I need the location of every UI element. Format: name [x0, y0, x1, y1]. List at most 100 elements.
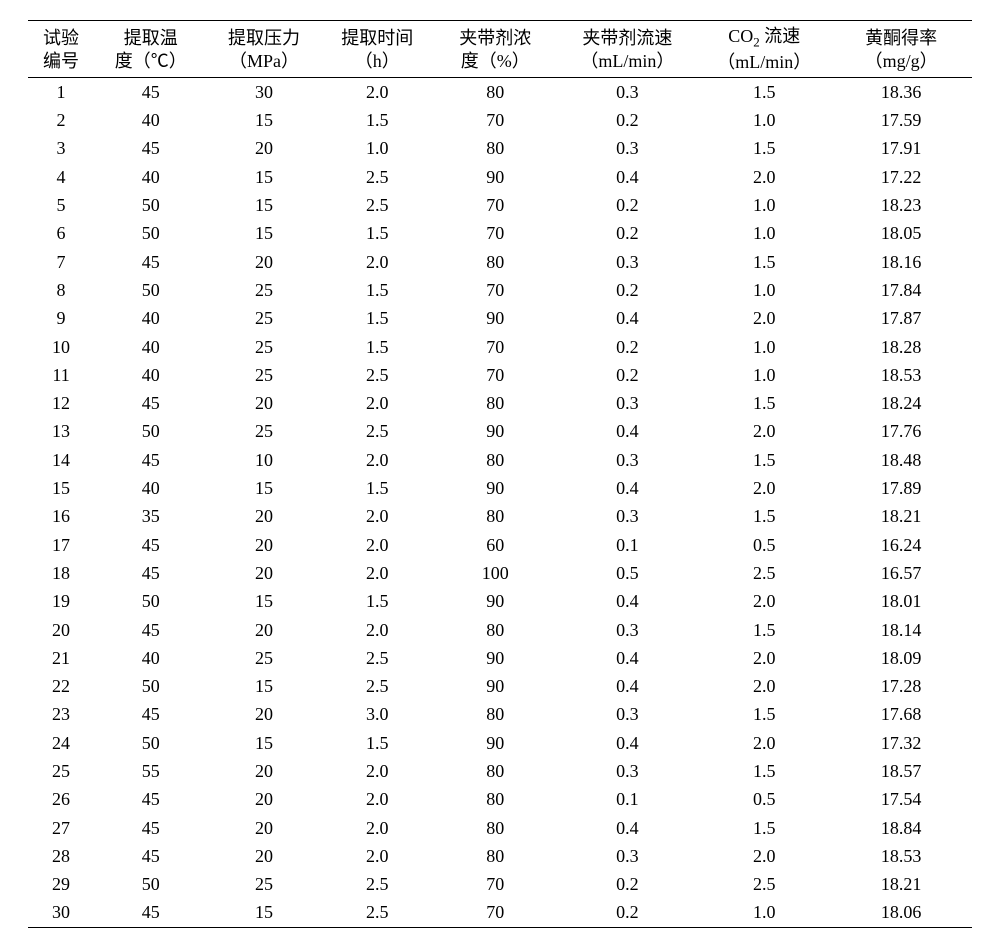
cell: 40 — [94, 474, 207, 502]
cell: 2.5 — [321, 870, 434, 898]
cell: 17.91 — [830, 134, 972, 162]
cell: 2.0 — [321, 785, 434, 813]
cell: 0.3 — [557, 248, 699, 276]
cell: 1.0 — [698, 333, 830, 361]
cell: 0.4 — [557, 672, 699, 700]
cell: 45 — [94, 700, 207, 728]
cell: 25 — [28, 757, 94, 785]
table-row: 2250152.5900.42.017.28 — [28, 672, 972, 700]
cell: 45 — [94, 389, 207, 417]
table-row: 1245202.0800.31.518.24 — [28, 389, 972, 417]
col-header-2: 提取压力（MPa） — [207, 21, 320, 78]
cell: 18.24 — [830, 389, 972, 417]
cell: 18 — [28, 559, 94, 587]
table-row: 2950252.5700.22.518.21 — [28, 870, 972, 898]
cell: 25 — [207, 870, 320, 898]
cell: 2.0 — [321, 814, 434, 842]
col-header-0: 试验编号 — [28, 21, 94, 78]
cell: 40 — [94, 163, 207, 191]
col-header-line1: 提取压力 — [228, 28, 300, 48]
cell: 2.0 — [698, 163, 830, 191]
table-row: 3045152.5700.21.018.06 — [28, 898, 972, 927]
cell: 1.0 — [698, 898, 830, 927]
cell: 0.3 — [557, 842, 699, 870]
cell: 18.53 — [830, 361, 972, 389]
cell: 18.23 — [830, 191, 972, 219]
cell: 0.2 — [557, 219, 699, 247]
cell: 2.0 — [321, 248, 434, 276]
cell: 1.0 — [698, 106, 830, 134]
col-header-line2: （mL/min） — [717, 52, 811, 72]
cell: 15 — [207, 219, 320, 247]
cell: 45 — [94, 616, 207, 644]
table-row: 1745202.0600.10.516.24 — [28, 531, 972, 559]
cell: 18.57 — [830, 757, 972, 785]
cell: 40 — [94, 644, 207, 672]
cell: 70 — [434, 870, 557, 898]
cell: 2.5 — [321, 644, 434, 672]
cell: 0.1 — [557, 785, 699, 813]
cell: 1.5 — [698, 700, 830, 728]
cell: 1.5 — [321, 106, 434, 134]
cell: 1.5 — [321, 333, 434, 361]
cell: 90 — [434, 729, 557, 757]
cell: 5 — [28, 191, 94, 219]
table-body: 145302.0800.31.518.36240151.5700.21.017.… — [28, 77, 972, 927]
cell: 17.89 — [830, 474, 972, 502]
cell: 40 — [94, 333, 207, 361]
cell: 2.0 — [321, 389, 434, 417]
cell: 0.5 — [557, 559, 699, 587]
cell: 0.3 — [557, 757, 699, 785]
table-row: 2645202.0800.10.517.54 — [28, 785, 972, 813]
cell: 2.0 — [698, 842, 830, 870]
cell: 80 — [434, 616, 557, 644]
cell: 2.5 — [321, 672, 434, 700]
cell: 6 — [28, 219, 94, 247]
cell: 27 — [28, 814, 94, 842]
table-row: 1950151.5900.42.018.01 — [28, 587, 972, 615]
cell: 13 — [28, 417, 94, 445]
cell: 1.5 — [321, 304, 434, 332]
cell: 18.09 — [830, 644, 972, 672]
cell: 80 — [434, 757, 557, 785]
cell: 1.5 — [698, 814, 830, 842]
cell: 45 — [94, 446, 207, 474]
cell: 2.5 — [321, 361, 434, 389]
cell: 90 — [434, 163, 557, 191]
cell: 15 — [207, 672, 320, 700]
cell: 100 — [434, 559, 557, 587]
table-row: 2450151.5900.42.017.32 — [28, 729, 972, 757]
cell: 18.84 — [830, 814, 972, 842]
cell: 50 — [94, 219, 207, 247]
cell: 18.48 — [830, 446, 972, 474]
col-header-line2: 编号 — [43, 51, 79, 71]
cell: 1.5 — [698, 389, 830, 417]
cell: 90 — [434, 587, 557, 615]
cell: 2.5 — [698, 559, 830, 587]
cell: 17 — [28, 531, 94, 559]
cell: 80 — [434, 814, 557, 842]
table-row: 550152.5700.21.018.23 — [28, 191, 972, 219]
experiment-table: 试验编号提取温度（℃）提取压力（MPa）提取时间（h）夹带剂浓度（%）夹带剂流速… — [28, 20, 972, 928]
cell: 0.5 — [698, 785, 830, 813]
cell: 70 — [434, 898, 557, 927]
cell: 20 — [207, 531, 320, 559]
cell: 50 — [94, 729, 207, 757]
cell: 45 — [94, 559, 207, 587]
col-header-line2: 度（%） — [461, 51, 530, 71]
cell: 26 — [28, 785, 94, 813]
cell: 0.4 — [557, 644, 699, 672]
cell: 2.0 — [321, 616, 434, 644]
cell: 70 — [434, 191, 557, 219]
cell: 18.16 — [830, 248, 972, 276]
cell: 10 — [207, 446, 320, 474]
cell: 20 — [207, 814, 320, 842]
cell: 0.2 — [557, 361, 699, 389]
cell: 40 — [94, 106, 207, 134]
table-row: 1140252.5700.21.018.53 — [28, 361, 972, 389]
cell: 15 — [207, 474, 320, 502]
col-header-3: 提取时间（h） — [321, 21, 434, 78]
table-row: 2745202.0800.41.518.84 — [28, 814, 972, 842]
cell: 80 — [434, 248, 557, 276]
cell: 90 — [434, 644, 557, 672]
